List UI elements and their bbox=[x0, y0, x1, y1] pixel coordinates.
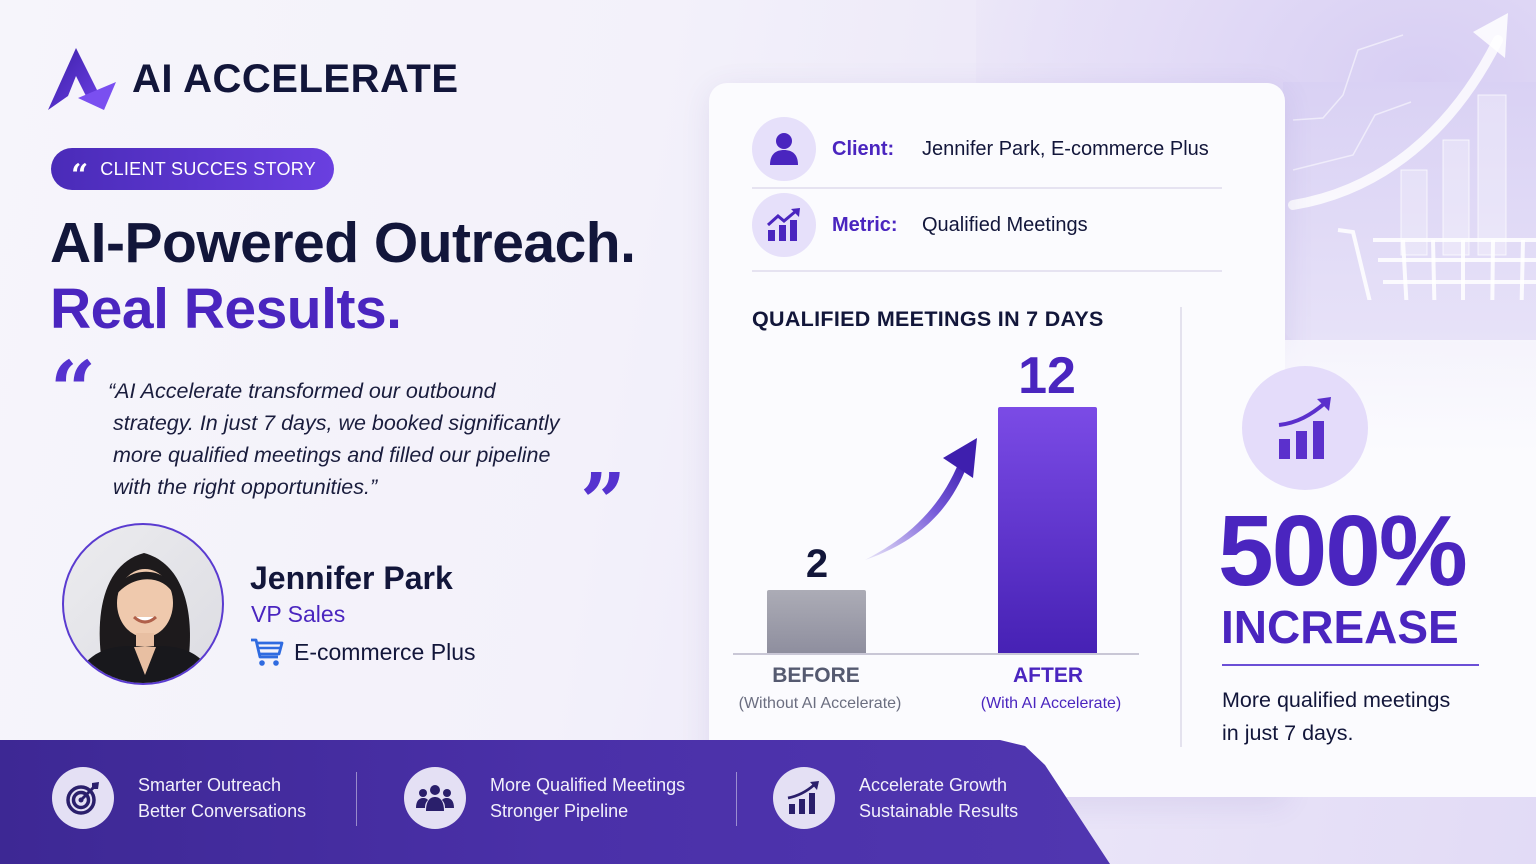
client-info-row: Client: Jennifer Park, E-commerce Plus bbox=[752, 116, 1222, 182]
profile-photo bbox=[75, 553, 215, 683]
client-value: Jennifer Park, E-commerce Plus bbox=[922, 137, 1209, 160]
metric-label: Metric: bbox=[832, 213, 898, 236]
testimonial-text: “AI Accelerate transformed our outbound … bbox=[108, 375, 608, 503]
feature-item: Accelerate Growth Sustainable Results bbox=[773, 767, 1018, 829]
testimonial-line: with the right opportunities.” bbox=[113, 475, 378, 499]
category-before-subtitle: (Without AI Accelerate) bbox=[738, 695, 902, 712]
feature-subtitle: Better Conversations bbox=[138, 801, 307, 821]
headline-line-1: AI-Powered Outreach. bbox=[50, 211, 636, 275]
chart-baseline bbox=[733, 653, 1139, 655]
brand-name: AI ACCELERATE bbox=[132, 56, 459, 101]
person-company: E-commerce Plus bbox=[250, 637, 475, 667]
feature-divider bbox=[736, 772, 737, 826]
category-after: AFTER bbox=[1013, 664, 1083, 687]
bar-after bbox=[998, 407, 1097, 654]
avatar bbox=[62, 523, 224, 685]
bar-before bbox=[767, 590, 866, 654]
feature-subtitle: Stronger Pipeline bbox=[490, 801, 629, 821]
increase-value: 500% bbox=[1218, 495, 1468, 607]
badge-label: CLIENT SUCCES STORY bbox=[100, 158, 317, 179]
stat-desc-line: More qualified meetings bbox=[1222, 688, 1451, 712]
shopping-cart-icon bbox=[251, 638, 284, 666]
close-quote-icon: ” bbox=[580, 455, 627, 549]
client-success-badge: “ CLIENT SUCCES STORY bbox=[51, 148, 335, 193]
feature-divider bbox=[356, 772, 357, 826]
bar-value-after: 12 bbox=[1018, 347, 1076, 405]
bar-value-before: 2 bbox=[805, 542, 829, 586]
testimonial-line: “AI Accelerate transformed our outbound bbox=[108, 379, 496, 403]
feature-text: Smarter Outreach Better Conversations bbox=[138, 772, 306, 824]
user-icon bbox=[752, 117, 816, 181]
feature-title: Smarter Outreach bbox=[138, 775, 282, 795]
feature-title: Accelerate Growth bbox=[859, 775, 1008, 795]
feature-text: Accelerate Growth Sustainable Results bbox=[859, 772, 1018, 824]
stat-description: More qualified meetings in just 7 days. bbox=[1222, 684, 1450, 750]
category-before: BEFORE bbox=[772, 664, 860, 687]
feature-title: More Qualified Meetings bbox=[490, 775, 686, 795]
company-name: E-commerce Plus bbox=[294, 638, 476, 665]
bar-chart: 2 12 BEFORE (Without AI Accelerate) AFTE… bbox=[733, 340, 1139, 720]
feature-text: More Qualified Meetings Stronger Pipelin… bbox=[490, 772, 685, 824]
quote-icon: “ bbox=[71, 158, 89, 193]
category-after-subtitle: (With AI Accelerate) bbox=[980, 695, 1122, 712]
decorative-growth-illustration bbox=[1283, 13, 1536, 342]
metric-info-row: Metric: Qualified Meetings bbox=[752, 192, 1222, 258]
feature-subtitle: Sustainable Results bbox=[859, 801, 1019, 821]
metric-value: Qualified Meetings bbox=[922, 213, 1088, 236]
growth-arrow-icon bbox=[865, 438, 977, 560]
feature-item: Smarter Outreach Better Conversations bbox=[52, 767, 306, 829]
person-role: VP Sales bbox=[251, 601, 346, 627]
stat-desc-line: in just 7 days. bbox=[1222, 721, 1354, 745]
growth-chart-icon bbox=[752, 193, 816, 257]
team-icon bbox=[404, 767, 466, 829]
increase-label: INCREASE bbox=[1221, 601, 1459, 653]
brand-logo: AI ACCELERATE bbox=[46, 46, 459, 112]
headline-line-2: Real Results. bbox=[50, 277, 402, 341]
growth-chart-icon bbox=[1242, 366, 1368, 490]
divider bbox=[752, 187, 1222, 189]
features-footer bbox=[0, 740, 1110, 864]
feature-item: More Qualified Meetings Stronger Pipelin… bbox=[404, 767, 685, 829]
chart-title: QUALIFIED MEETINGS IN 7 DAYS bbox=[752, 307, 1104, 331]
stat-underline bbox=[1222, 664, 1479, 666]
growth-chart-icon bbox=[773, 767, 835, 829]
person-name: Jennifer Park bbox=[250, 560, 453, 596]
vertical-divider bbox=[1180, 307, 1182, 747]
client-label: Client: bbox=[832, 137, 895, 160]
divider bbox=[752, 270, 1222, 272]
open-quote-icon: “ bbox=[50, 343, 97, 437]
testimonial-line: more qualified meetings and filled our p… bbox=[113, 443, 551, 467]
target-icon bbox=[52, 767, 114, 829]
testimonial-line: strategy. In just 7 days, we booked sign… bbox=[113, 411, 560, 435]
stylized-a-logo-icon bbox=[48, 48, 116, 110]
